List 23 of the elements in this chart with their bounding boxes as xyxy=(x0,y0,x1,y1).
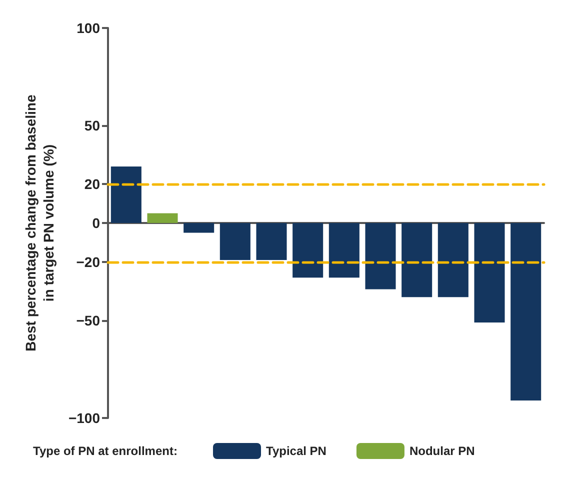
y-axis-title: Best percentage change from baseline in target PN volume (%) xyxy=(22,94,57,352)
y-tick-label: 50 xyxy=(84,118,100,134)
bar xyxy=(438,223,468,298)
y-tick-label: −20 xyxy=(76,254,100,270)
bar xyxy=(328,223,360,278)
bar xyxy=(110,166,142,223)
legend-label: Typical PN xyxy=(266,444,326,458)
bar xyxy=(402,223,432,298)
bar xyxy=(184,223,214,233)
y-tick-label: 0 xyxy=(92,215,100,231)
bar xyxy=(365,223,396,290)
bar xyxy=(510,223,542,400)
legend-label: Nodular PN xyxy=(409,444,475,458)
y-tick-label: 100 xyxy=(76,20,100,36)
bar xyxy=(474,223,505,322)
y-tick-label: −50 xyxy=(76,312,100,328)
bar xyxy=(220,223,250,260)
legend-title: Type of PN at enrollment: xyxy=(33,444,178,458)
y-tick-label: 20 xyxy=(84,176,100,192)
bar xyxy=(292,223,324,278)
bar xyxy=(147,213,178,223)
y-tick-label: −100 xyxy=(68,410,100,426)
bar xyxy=(256,223,287,260)
